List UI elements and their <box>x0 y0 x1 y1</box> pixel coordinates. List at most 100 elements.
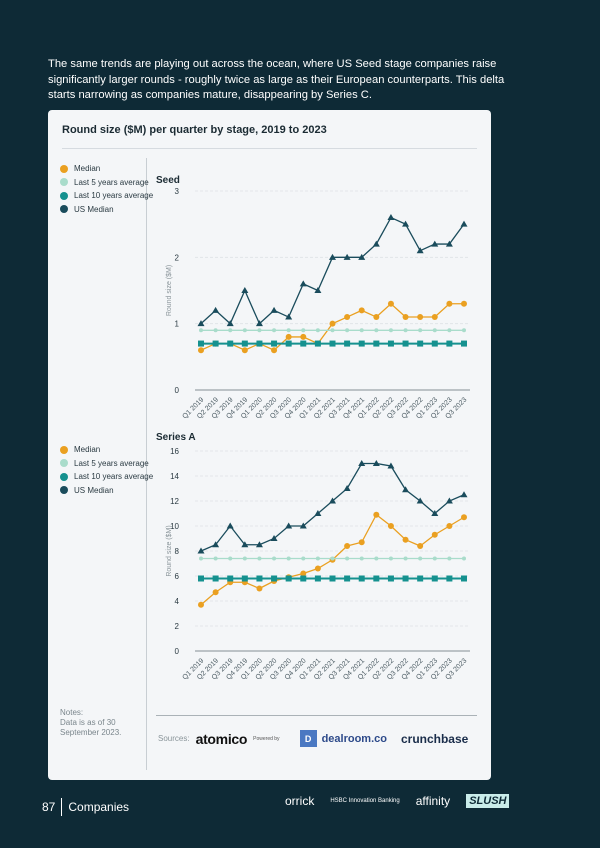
data-point-last5 <box>315 556 320 561</box>
data-point-median <box>198 601 204 608</box>
data-point-median <box>446 523 453 529</box>
chart-title: Series A <box>156 432 196 443</box>
data-point-us-median <box>255 541 263 548</box>
powered-by-text: Powered by <box>253 735 280 742</box>
data-point-last5 <box>301 556 306 561</box>
card-title: Round size ($M) per quarter by stage, 20… <box>62 124 327 136</box>
data-point-median <box>387 300 394 307</box>
legend-label: Last 10 years average <box>74 472 154 482</box>
data-point-us-median <box>270 306 278 313</box>
data-point-last5 <box>403 328 408 333</box>
data-point-last10 <box>358 575 365 582</box>
data-point-median <box>300 333 307 340</box>
y-tick-label: 3 <box>175 187 180 196</box>
data-point-us-median <box>402 486 410 493</box>
data-point-last10 <box>241 340 248 347</box>
data-point-last5 <box>315 328 320 333</box>
data-point-last10 <box>227 340 234 347</box>
y-tick-label: 8 <box>175 547 180 556</box>
data-point-last5 <box>432 556 437 561</box>
data-point-last10 <box>227 575 234 582</box>
data-point-last10 <box>417 575 424 582</box>
data-point-last5 <box>403 556 408 561</box>
data-point-last5 <box>388 328 393 333</box>
data-point-last5 <box>228 556 233 561</box>
data-point-us-median <box>431 510 439 516</box>
legend-item-median: Median <box>60 162 153 176</box>
data-point-us-median <box>387 214 395 221</box>
data-point-median <box>373 511 380 518</box>
y-tick-label: 2 <box>175 253 180 262</box>
intro-paragraph: The same trends are playing out across t… <box>48 58 505 101</box>
data-point-us-median <box>445 497 453 504</box>
notes-line: Data is as of 30 <box>60 718 116 727</box>
data-point-median <box>285 333 292 340</box>
data-point-median <box>461 300 467 307</box>
legend-marker <box>60 205 68 214</box>
data-point-us-median <box>299 280 307 287</box>
data-point-last10 <box>256 340 263 347</box>
data-point-median <box>417 543 424 549</box>
data-point-us-median <box>197 547 205 554</box>
data-point-median <box>461 514 467 521</box>
data-point-us-median <box>460 491 468 498</box>
notes: Notes: Data is as of 30 September 2023. <box>60 708 140 738</box>
crunchbase-logo: crunchbase <box>400 731 469 746</box>
legend-label: Median <box>74 164 101 174</box>
data-point-last10 <box>431 575 438 582</box>
legend-item-last10: Last 10 years average <box>60 470 153 484</box>
data-point-last10 <box>431 340 438 347</box>
legend-marker <box>60 445 68 454</box>
sources-label: Sources: <box>158 734 190 743</box>
data-point-last10 <box>373 340 380 347</box>
legend-label: Last 5 years average <box>74 177 149 187</box>
data-point-last5 <box>301 328 306 333</box>
data-point-us-median <box>241 287 249 293</box>
y-tick-label: 0 <box>175 386 180 395</box>
data-point-last10 <box>446 575 453 582</box>
data-point-us-median <box>197 320 205 327</box>
data-point-us-median <box>358 253 366 260</box>
data-point-median <box>402 536 409 543</box>
data-point-last5 <box>286 556 291 561</box>
data-point-last10 <box>285 575 292 582</box>
data-point-median <box>344 543 351 549</box>
legend-label: US Median <box>74 204 114 214</box>
legend-label: Median <box>74 445 101 455</box>
legend-marker <box>60 486 68 495</box>
dealroom-text: dealroom.co <box>321 732 387 745</box>
data-point-median <box>271 347 278 354</box>
data-point-last5 <box>242 556 247 561</box>
legend-series-a: Median Last 5 years average Last 10 year… <box>60 443 153 497</box>
data-point-us-median <box>416 497 424 504</box>
data-point-median <box>446 300 453 307</box>
data-point-last10 <box>198 575 204 582</box>
data-point-us-median <box>343 485 351 491</box>
data-point-last10 <box>344 575 351 582</box>
y-axis-label: Round size ($M) <box>166 525 173 576</box>
data-point-us-median <box>212 306 220 313</box>
legend-item-last5: Last 5 years average <box>60 176 153 190</box>
y-tick-label: 14 <box>170 472 179 481</box>
data-point-last5 <box>228 328 233 333</box>
legend-marker <box>60 178 68 187</box>
data-point-median <box>431 314 438 321</box>
data-point-last10 <box>212 340 219 347</box>
data-point-last10 <box>446 340 453 347</box>
data-point-last5 <box>447 328 452 333</box>
divider <box>62 148 477 149</box>
data-point-last10 <box>373 575 380 582</box>
data-point-us-median <box>431 240 439 247</box>
data-point-median <box>373 314 380 321</box>
data-point-us-median <box>285 522 293 529</box>
data-point-last5 <box>447 556 452 561</box>
data-point-last10 <box>271 575 278 582</box>
series-line <box>200 462 465 552</box>
orrick-logo: orrick <box>285 794 315 808</box>
data-point-last10 <box>461 340 467 347</box>
data-point-median <box>300 570 307 577</box>
dealroom-icon: D <box>299 730 317 747</box>
data-point-last10 <box>358 340 365 347</box>
data-point-last5 <box>418 328 423 333</box>
